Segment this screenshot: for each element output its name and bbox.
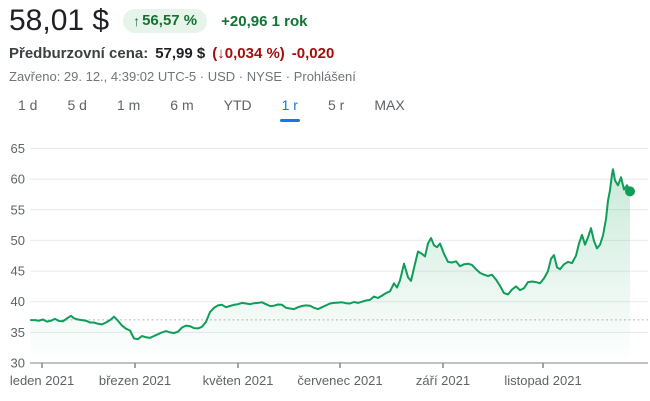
y-axis-label-35: 35	[11, 325, 25, 340]
x-axis-label-0: leden 2021	[10, 373, 74, 388]
x-axis-label-2: květen 2021	[203, 373, 274, 388]
change-absolute-period: +20,96 1 rok	[221, 12, 308, 30]
price-chart[interactable]: 30 35 40 45 50 55 60 65 leden 2021 březen 2021 kvě…	[0, 138, 650, 401]
y-axis-label-30: 30	[11, 356, 25, 371]
range-tabs: 1 d 5 d 1 m 6 m YTD 1 r 5 r MAX	[6, 90, 417, 123]
market-status-text: Zavřeno: 29. 12., 4:39:02 UTC-5 · USD · …	[9, 69, 291, 84]
x-axis-label-3: červenec 2021	[297, 373, 382, 388]
change-percent-value: 56,57 %	[142, 12, 198, 29]
premarket-label: Předburzovní cena:	[9, 45, 149, 62]
tab-max[interactable]: MAX	[374, 97, 405, 113]
tab-5-r[interactable]: 5 r	[327, 97, 345, 113]
latest-price-dot	[625, 186, 635, 197]
down-arrow-icon: ↓	[217, 45, 225, 62]
y-axis-label-50: 50	[11, 233, 25, 248]
tab-5-d[interactable]: 5 d	[67, 97, 87, 113]
y-axis-label-65: 65	[11, 141, 25, 156]
x-axis-label-4: září 2021	[416, 373, 470, 388]
change-percent-badge: ↑ 56,57 %	[123, 9, 208, 33]
premarket-row: Předburzovní cena: 57,99 $ (↓0,034 %) -0…	[9, 45, 650, 62]
disclaimer-link[interactable]: Prohlášení	[293, 69, 356, 84]
x-axis-label-1: březen 2021	[99, 373, 171, 388]
current-price: 58,01 $	[9, 4, 110, 37]
y-axis-label-60: 60	[11, 172, 25, 187]
premarket-percent: (↓0,034 %)	[212, 45, 285, 62]
premarket-delta: -0,020	[291, 45, 335, 62]
y-axis-label-55: 55	[11, 202, 25, 217]
premarket-price: 57,99 $	[155, 45, 206, 62]
tab-1-m[interactable]: 1 m	[116, 97, 141, 113]
y-axis-label-45: 45	[11, 264, 25, 279]
market-status-row: Zavřeno: 29. 12., 4:39:02 UTC-5 · USD · …	[9, 69, 650, 84]
tab-ytd[interactable]: YTD	[223, 97, 252, 113]
up-arrow-icon: ↑	[133, 13, 141, 29]
tab-1-r[interactable]: 1 r	[270, 90, 310, 123]
y-axis-label-40: 40	[11, 294, 25, 309]
x-axis-label-5: listopad 2021	[504, 373, 581, 388]
tab-6-m[interactable]: 6 m	[170, 97, 194, 113]
tab-1-d[interactable]: 1 d	[18, 97, 38, 113]
price-row: 58,01 $ ↑ 56,57 % +20,96 1 rok	[9, 5, 650, 37]
quote-header: 58,01 $ ↑ 56,57 % +20,96 1 rok Předburzo…	[9, 5, 650, 85]
price-area-fill	[31, 169, 630, 363]
price-line	[30, 168, 631, 341]
